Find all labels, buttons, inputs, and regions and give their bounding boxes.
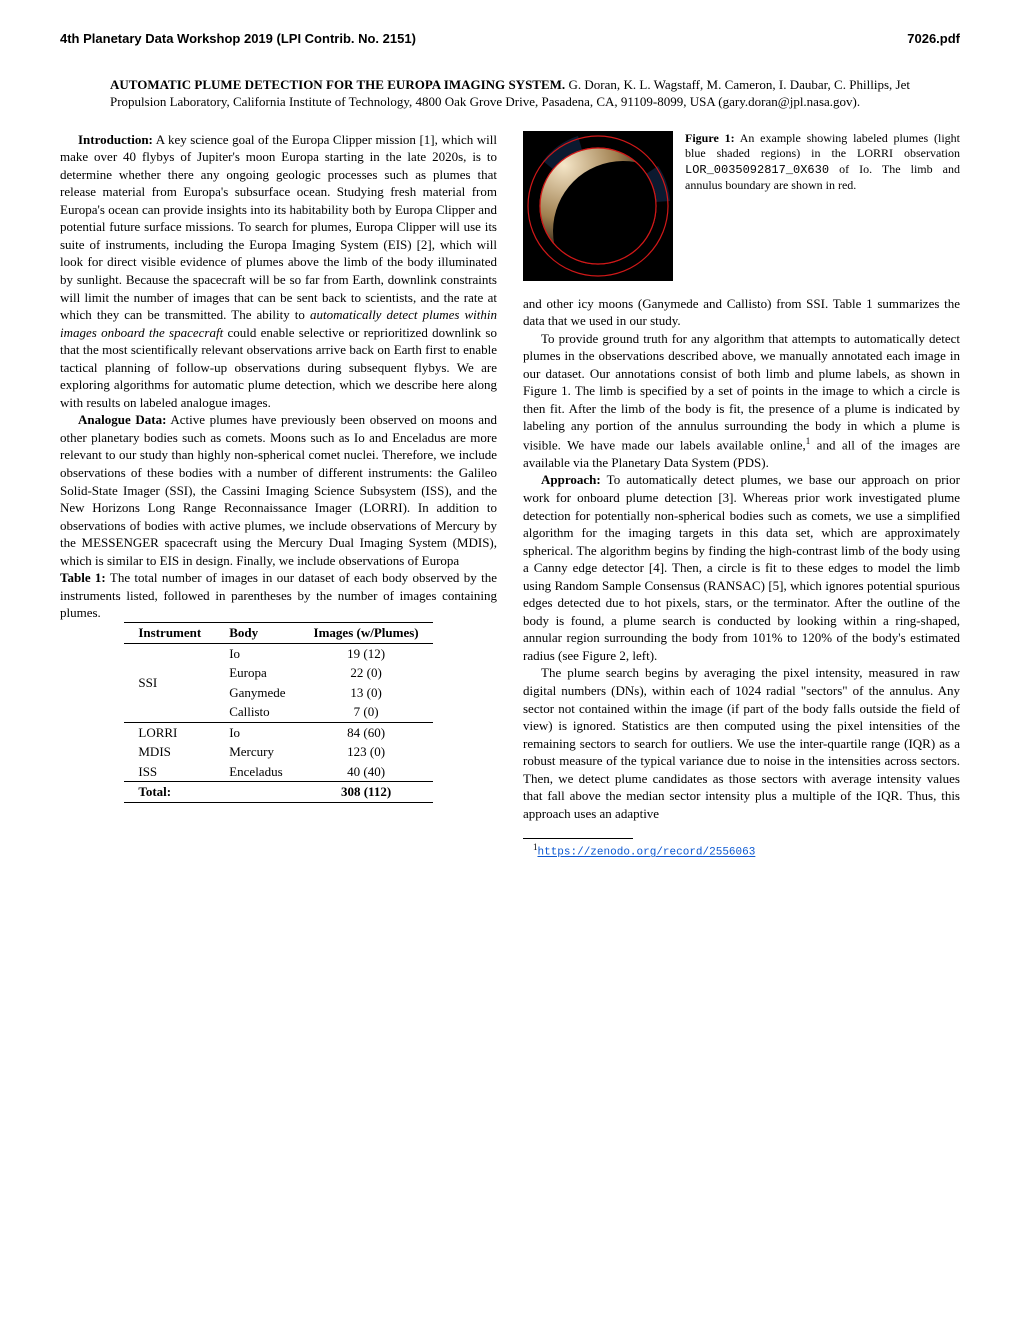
right-p2a: To provide ground truth for any algorith… — [523, 331, 960, 453]
cell-instrument: LORRI — [124, 722, 215, 742]
cell-images: 19 (12) — [300, 643, 433, 663]
cell-body: Mercury — [215, 742, 299, 762]
cell-body: Ganymede — [215, 683, 299, 703]
figure-1-caption-mono: LOR_0035092817_0X630 — [685, 163, 829, 177]
section-approach: Approach: — [541, 472, 601, 487]
table-row: SSI Io 19 (12) — [124, 643, 432, 663]
footnote: 1https://zenodo.org/record/2556063 — [523, 841, 960, 861]
section-introduction: Introduction: — [78, 132, 153, 147]
right-p4: The plume search begins by averaging the… — [523, 664, 960, 822]
cell-body: Callisto — [215, 702, 299, 722]
cell-images: 7 (0) — [300, 702, 433, 722]
table-row: LORRI Io 84 (60) — [124, 722, 432, 742]
title-block: AUTOMATIC PLUME DETECTION FOR THE EUROPA… — [110, 76, 910, 111]
cell-body: Enceladus — [215, 762, 299, 782]
cell-images: 308 (112) — [300, 782, 433, 803]
footnote-link[interactable]: https://zenodo.org/record/2556063 — [538, 847, 756, 859]
left-column: Introduction: A key science goal of the … — [60, 131, 497, 861]
running-header: 4th Planetary Data Workshop 2019 (LPI Co… — [60, 30, 960, 48]
table-caption: Table 1: The total number of images in o… — [60, 569, 497, 622]
right-column: Figure 1: An example showing labeled plu… — [523, 131, 960, 861]
paper-title: AUTOMATIC PLUME DETECTION FOR THE EUROPA… — [110, 77, 565, 92]
cell-images: 22 (0) — [300, 663, 433, 683]
approach-text: To automatically detect plumes, we base … — [523, 472, 960, 662]
table-caption-body: The total number of images in our datase… — [60, 570, 497, 620]
cell-instrument: MDIS — [124, 742, 215, 762]
section-analogue: Analogue Data: — [78, 412, 166, 427]
cell-instrument: Total: — [124, 782, 215, 803]
cell-instrument: SSI — [124, 643, 215, 722]
table-caption-head: Table 1: — [60, 570, 106, 585]
header-right: 7026.pdf — [907, 30, 960, 48]
table-row-total: Total: 308 (112) — [124, 782, 432, 803]
th-images: Images (w/Plumes) — [300, 622, 433, 643]
cell-body: Europa — [215, 663, 299, 683]
th-instrument: Instrument — [124, 622, 215, 643]
cell-images: 123 (0) — [300, 742, 433, 762]
cell-images: 84 (60) — [300, 722, 433, 742]
right-p1: and other icy moons (Ganymede and Callis… — [523, 295, 960, 330]
footnote-rule — [523, 838, 633, 839]
cell-images: 40 (40) — [300, 762, 433, 782]
analogue-text: Active plumes have previously been obser… — [60, 412, 497, 567]
figure-1: Figure 1: An example showing labeled plu… — [523, 131, 960, 281]
figure-1-caption: Figure 1: An example showing labeled plu… — [685, 131, 960, 194]
header-left: 4th Planetary Data Workshop 2019 (LPI Co… — [60, 30, 416, 48]
table-row: MDIS Mercury 123 (0) — [124, 742, 432, 762]
table-row: ISS Enceladus 40 (40) — [124, 762, 432, 782]
cell-body: Io — [215, 643, 299, 663]
table-header-row: Instrument Body Images (w/Plumes) — [124, 622, 432, 643]
cell-images: 13 (0) — [300, 683, 433, 703]
cell-instrument: ISS — [124, 762, 215, 782]
figure-1-caption-head: Figure 1: — [685, 131, 735, 145]
cell-body: Io — [215, 722, 299, 742]
intro-text-1: A key science goal of the Europa Clipper… — [60, 132, 497, 322]
figure-1-image — [523, 131, 673, 281]
th-body: Body — [215, 622, 299, 643]
cell-body — [215, 782, 299, 803]
data-table: Instrument Body Images (w/Plumes) SSI Io… — [124, 622, 432, 803]
